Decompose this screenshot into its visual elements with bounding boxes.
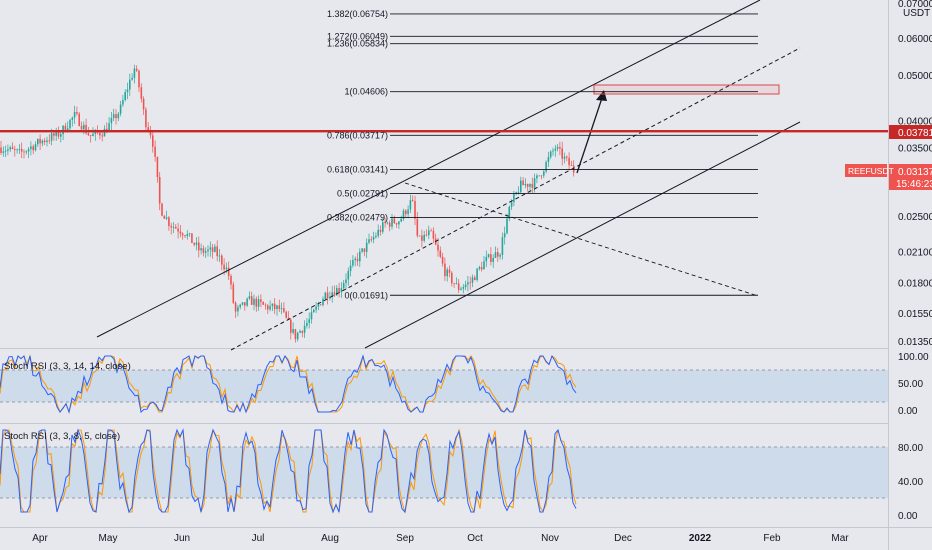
last-price-tag: 0.03137 15:46:23 bbox=[889, 164, 932, 190]
channel-drawings bbox=[96, 0, 801, 351]
time-tick-label: 2022 bbox=[689, 533, 712, 544]
target-zone-box bbox=[593, 84, 780, 95]
price-tick-label: 0.06000 bbox=[898, 34, 932, 45]
price-tick-label: 0.01350 bbox=[898, 337, 932, 348]
time-tick-label: Jul bbox=[252, 533, 265, 544]
time-tick-label: Jun bbox=[174, 533, 190, 544]
price-tick-label: 0.01550 bbox=[898, 309, 932, 320]
stoch-rsi-2-band bbox=[0, 447, 888, 498]
fib-level-label: 1.272(0.06049) bbox=[327, 31, 388, 41]
price-tick-label: 0.07000 bbox=[898, 0, 932, 10]
price-tick-label: 0.03500 bbox=[898, 143, 932, 154]
price-tick-label: 0.05000 bbox=[898, 71, 932, 82]
fib-level-label: 0.618(0.03141) bbox=[327, 164, 388, 174]
time-tick-label: Aug bbox=[321, 533, 339, 544]
stoch-rsi-2-title[interactable]: Stoch RSI (3, 3, 8, 5, close) bbox=[4, 431, 120, 442]
fib-level-label: 0.786(0.03717) bbox=[327, 130, 388, 140]
fib-level-label: 1.382(0.06754) bbox=[327, 9, 388, 19]
symbol-tag: REEFUSDT bbox=[845, 164, 894, 177]
time-tick-label: May bbox=[99, 533, 118, 544]
time-tick-label: Feb bbox=[763, 533, 781, 544]
stoch-rsi-2-axis: 80.00 40.00 0.00 bbox=[898, 443, 923, 522]
time-axis[interactable]: Apr May Jun Jul Aug Sep Oct Nov Dec 2022 Feb Mar bbox=[32, 533, 849, 544]
axis-separator bbox=[888, 0, 889, 550]
resistance-line bbox=[0, 130, 888, 133]
projection-arrowhead bbox=[596, 90, 607, 101]
time-tick-label: Apr bbox=[32, 533, 48, 544]
outer-channel-mid bbox=[230, 47, 801, 351]
svg-text:100.00: 100.00 bbox=[898, 352, 929, 363]
price-tick-label: 0.02500 bbox=[898, 212, 932, 223]
svg-text:REEFUSDT: REEFUSDT bbox=[848, 166, 894, 176]
fib-level-label: 0.5(0.02791) bbox=[337, 188, 388, 198]
svg-text:50.00: 50.00 bbox=[898, 379, 923, 390]
resistance-price-tag: 0.03781 bbox=[889, 125, 932, 139]
time-tick-label: Mar bbox=[831, 533, 849, 544]
stoch-rsi-1-title[interactable]: Stoch RSI (3, 3, 14, 14, close) bbox=[4, 361, 131, 372]
stoch-rsi-1-axis: 100.00 50.00 0.00 bbox=[898, 352, 929, 417]
candlestick-series bbox=[0, 64, 575, 343]
svg-text:0.03137: 0.03137 bbox=[898, 167, 932, 178]
stoch-rsi-lines bbox=[0, 354, 577, 514]
time-tick-label: Nov bbox=[541, 533, 559, 544]
price-tick-label: 0.01800 bbox=[898, 279, 932, 290]
price-axis[interactable]: 0.07000 0.06000 0.05000 0.04000 0.03500 0.025… bbox=[898, 0, 932, 348]
svg-text:15:46:23: 15:46:23 bbox=[896, 179, 932, 190]
time-tick-label: Oct bbox=[467, 533, 483, 544]
time-tick-label: Dec bbox=[614, 533, 632, 544]
time-tick-label: Sep bbox=[396, 533, 414, 544]
quote-currency: USDT bbox=[903, 8, 930, 19]
outer-channel-top bbox=[96, 0, 761, 338]
fib-level-label: 0.382(0.02479) bbox=[327, 213, 388, 223]
svg-text:80.00: 80.00 bbox=[898, 443, 923, 454]
outer-channel-bottom bbox=[364, 121, 801, 349]
svg-text:0.03781: 0.03781 bbox=[898, 128, 932, 139]
price-tick-label: 0.04000 bbox=[898, 116, 932, 127]
svg-text:0.00: 0.00 bbox=[898, 511, 918, 522]
price-tick-label: 0.02100 bbox=[898, 247, 932, 258]
svg-text:40.00: 40.00 bbox=[898, 477, 923, 488]
fib-level-label: 1(0.04606) bbox=[344, 87, 388, 97]
svg-text:0.00: 0.00 bbox=[898, 406, 918, 417]
projection-arrow-line bbox=[576, 91, 605, 174]
fib-level-label: 1.236(0.05834) bbox=[327, 39, 388, 49]
fib-level-label: 0(0.01691) bbox=[344, 290, 388, 300]
fibonacci-retracement[interactable]: 1.382(0.06754) 1.272(0.06049)1.236(0.0583… bbox=[327, 9, 758, 300]
downtrend-projection bbox=[404, 182, 759, 297]
